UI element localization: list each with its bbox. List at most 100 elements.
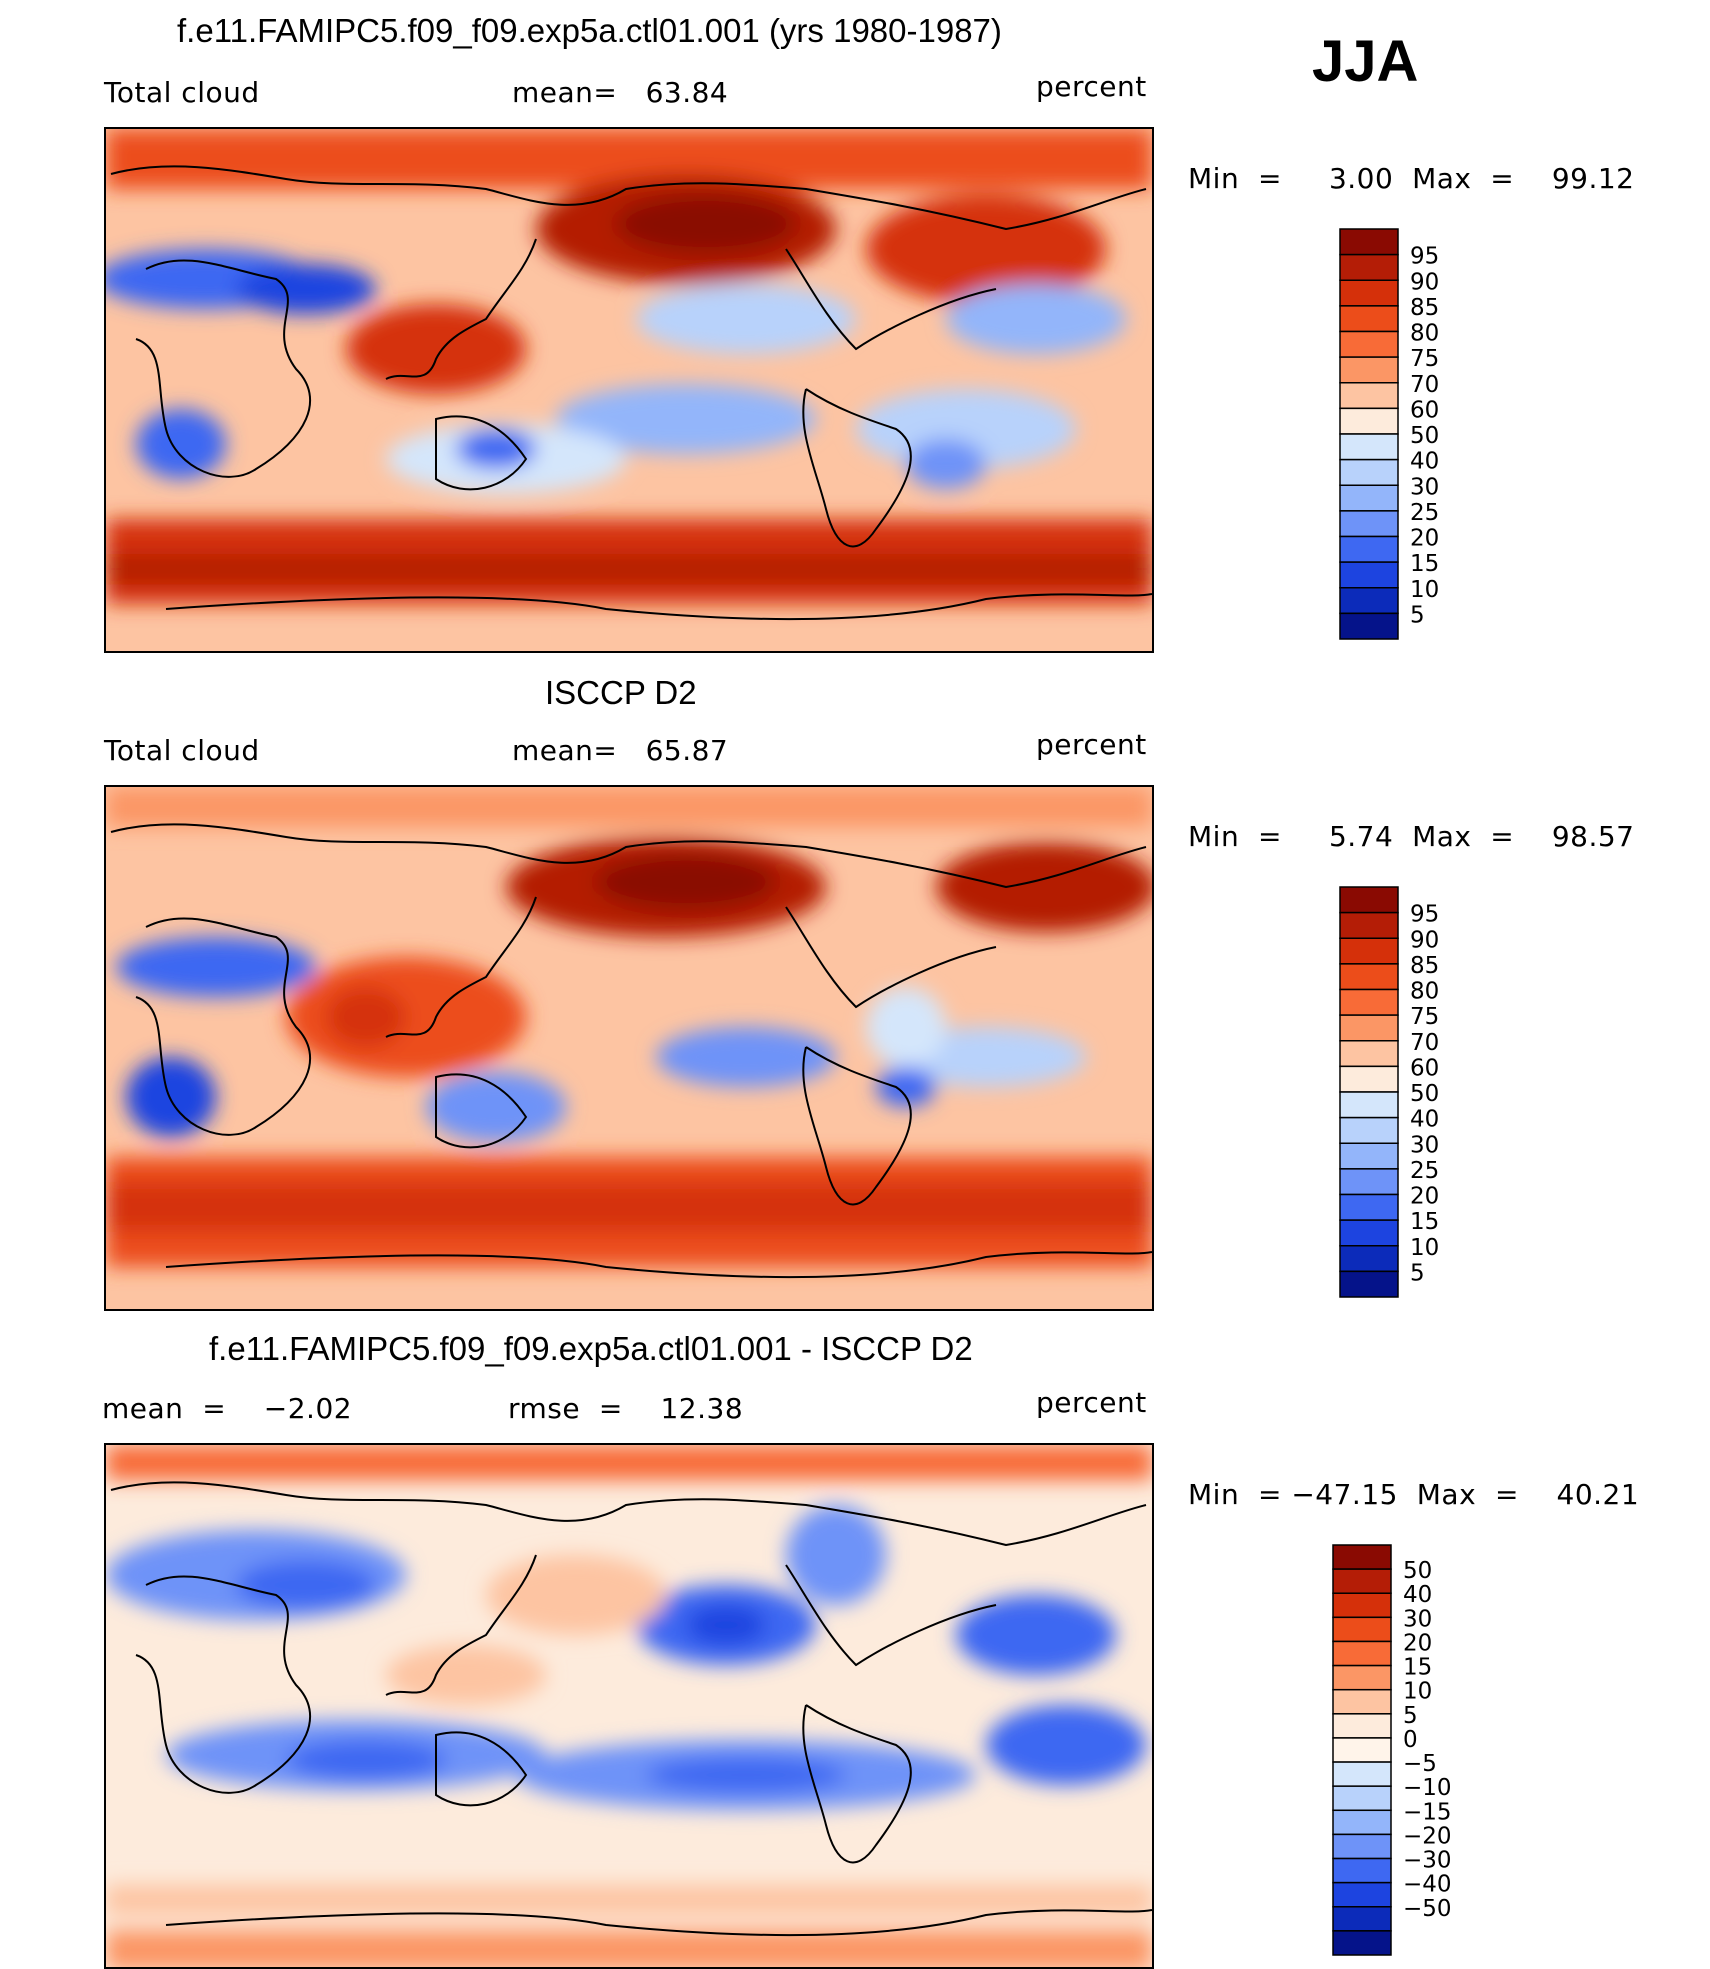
colorbar-swatch [1339,510,1399,538]
colorbar-tick-label: 95 [1410,244,1439,270]
colorbar-swatch [1332,1640,1392,1667]
colorbar-tick-label: 10 [1403,1679,1432,1705]
panel-2-minmax-label: Min = 5.74 Max = 98.57 [1188,820,1635,853]
panel-1-colorbar: 95 90 85 80 75 70 60 50 40 30 25 20 15 10 5 [1339,228,1480,640]
colorbar-tick-label: 5 [1403,1703,1418,1729]
panel-2-title: ISCCP D2 [545,674,697,711]
colorbar-swatch [1339,253,1399,281]
colorbar-tick-label: 20 [1410,1184,1439,1210]
colorbar-swatch [1339,1245,1399,1273]
colorbar-swatch [1339,279,1399,307]
colorbar-tick-label: −30 [1403,1848,1452,1874]
panel-3-map [104,1443,1154,1969]
panel-2-mean-label: mean= 65.87 [512,734,729,767]
panel-1-minmax-label: Min = 3.00 Max = 99.12 [1188,162,1635,195]
panel-3-units-label: percent [1036,1386,1147,1419]
colorbar-swatch [1339,911,1399,939]
colorbar-tick-label: 15 [1403,1655,1432,1681]
colorbar-tick-label: 40 [1410,1107,1439,1133]
colorbar-swatch [1332,1833,1392,1860]
colorbar-swatch [1339,1116,1399,1144]
colorbar-swatch [1339,1168,1399,1196]
colorbar-swatch [1332,1737,1392,1763]
colorbar-tick-label: −50 [1403,1896,1452,1922]
colorbar-tick-label: 60 [1410,1055,1439,1081]
colorbar-swatch [1332,1761,1392,1787]
colorbar-swatch [1339,356,1399,384]
panel-3-mean-label: mean = −2.02 [102,1392,353,1425]
colorbar-swatch [1332,1857,1392,1884]
colorbar-swatch [1339,1091,1399,1119]
colorbar-swatch [1339,988,1399,1016]
colorbar-swatch [1332,1809,1392,1836]
colorbar-tick-label: 90 [1410,269,1439,295]
colorbar-tick-label: 15 [1410,1209,1439,1235]
colorbar-swatch [1339,1065,1399,1093]
colorbar-swatch [1339,1040,1399,1068]
colorbar-tick-label: 60 [1410,397,1439,423]
colorbar-swatch [1332,1881,1392,1908]
colorbar-tick-label: 5 [1410,602,1425,628]
colorbar-swatch [1339,1193,1399,1221]
colorbar-swatch [1332,1544,1392,1570]
colorbar-swatch [1332,1906,1392,1932]
panel-2-units-label: percent [1036,728,1147,761]
colorbar-swatch [1332,1616,1392,1643]
colorbar-tick-label: 10 [1410,1235,1439,1261]
colorbar-tick-label: 30 [1403,1606,1432,1632]
colorbar-tick-label: 40 [1410,449,1439,475]
colorbar-swatch [1339,1014,1399,1042]
panel-2-colorbar: 95 90 85 80 75 70 60 50 40 30 25 20 15 10 5 [1339,886,1480,1298]
colorbar-tick-label: 15 [1410,551,1439,577]
colorbar-tick-label: −40 [1403,1872,1452,1898]
colorbar-swatch [1339,458,1399,486]
colorbar-tick-label: −20 [1403,1823,1452,1849]
colorbar-tick-label: 80 [1410,979,1439,1005]
colorbar-swatch [1339,382,1399,410]
colorbar-swatch [1339,1219,1399,1247]
colorbar-tick-label: 75 [1410,346,1439,372]
colorbar-tick-label: −15 [1403,1799,1452,1825]
colorbar-swatch [1339,228,1399,256]
panel-1-variable-label: Total cloud [104,76,260,109]
panel-1-mean-label: mean= 63.84 [512,76,729,109]
colorbar-tick-label: 70 [1410,1030,1439,1056]
colorbar-tick-label: 50 [1410,423,1439,449]
colorbar-tick-label: 20 [1410,526,1439,552]
colorbar-tick-label: 25 [1410,500,1439,526]
colorbar-swatch [1339,612,1399,640]
colorbar-swatch [1339,1270,1399,1298]
colorbar-swatch [1339,1142,1399,1170]
panel-3-title: f.e11.FAMIPC5.f09_f09.exp5a.ctl01.001 - … [209,1330,973,1367]
panel-1-title: f.e11.FAMIPC5.f09_f09.exp5a.ctl01.001 (y… [177,12,1002,49]
colorbar-swatch [1339,305,1399,333]
colorbar-swatch [1332,1930,1392,1956]
colorbar-swatch [1339,963,1399,991]
colorbar-swatch [1339,937,1399,965]
colorbar-swatch [1339,484,1399,512]
panel-1-units-label: percent [1036,70,1147,103]
panel-2-map [104,785,1154,1311]
colorbar-swatch [1339,433,1399,461]
panel-3-minmax-label: Min = −47.15 Max = 40.21 [1188,1478,1640,1511]
panel-1-map [104,127,1154,653]
colorbar-tick-label: 50 [1410,1081,1439,1107]
colorbar-tick-label: 70 [1410,372,1439,398]
colorbar-tick-label: 80 [1410,321,1439,347]
colorbar-swatch [1339,561,1399,589]
colorbar-tick-label: 85 [1410,295,1439,321]
colorbar-tick-label: 95 [1410,902,1439,928]
season-label: JJA [1312,29,1419,94]
colorbar-swatch [1339,535,1399,563]
colorbar-tick-label: 90 [1410,927,1439,953]
colorbar-swatch [1339,587,1399,615]
panel-2-variable-label: Total cloud [104,734,260,767]
colorbar-swatch [1332,1592,1392,1619]
colorbar-tick-label: 50 [1403,1558,1432,1584]
colorbar-tick-label: 85 [1410,953,1439,979]
colorbar-swatch [1332,1664,1392,1691]
colorbar-swatch [1339,330,1399,358]
colorbar-tick-label: 75 [1410,1004,1439,1030]
panel-3-rmse-label: rmse = 12.38 [508,1392,744,1425]
colorbar-tick-label: 40 [1403,1582,1432,1608]
